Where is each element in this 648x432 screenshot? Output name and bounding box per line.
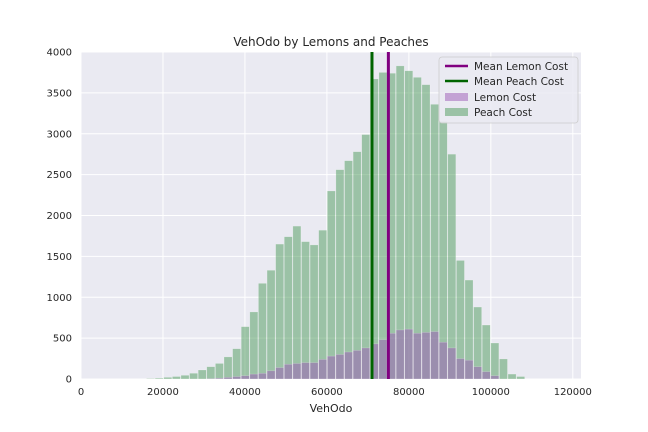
y-tick-label: 500 [53, 334, 72, 345]
lemon-bar [361, 347, 370, 380]
lemon-bar [275, 367, 284, 380]
lemon-bar [404, 328, 414, 380]
peach-bar [378, 72, 388, 380]
peach-bar [172, 376, 181, 380]
lemon-bar [215, 377, 224, 380]
lemon-bar [490, 375, 500, 380]
peach-bar [249, 311, 259, 380]
peach-bar [507, 373, 517, 380]
lemon-bar [266, 370, 276, 380]
peach-bar [292, 225, 302, 380]
peach-bar [189, 373, 198, 380]
lemon-bar [284, 364, 293, 380]
lemon-bar [240, 375, 250, 380]
x-tick-label: 20000 [147, 387, 179, 398]
y-tick-label: 2500 [47, 170, 72, 181]
lemon-bar [378, 339, 388, 380]
x-tick-labels: 0 20000 40000 60000 80000 100000 120000 [78, 387, 592, 398]
peach-bar [180, 375, 190, 380]
peach-bar [361, 134, 370, 380]
peach-bar [344, 160, 353, 380]
peach-bar [318, 229, 327, 380]
legend-swatch-peach-cost [445, 108, 468, 116]
lemon-bar [292, 363, 302, 380]
y-tick-label: 0 [66, 375, 72, 386]
legend-label-mean-peach: Mean Peach Cost [474, 76, 564, 88]
x-axis-title: VehOdo [310, 402, 353, 415]
lemon-bar [395, 329, 405, 380]
lemon-bar [327, 355, 336, 380]
mean-lines [370, 52, 390, 379]
lemon-bar [447, 347, 457, 380]
lemon-bar [258, 373, 267, 380]
peach-bar [447, 153, 457, 380]
lemon-bar [421, 332, 431, 380]
lemon-bar [318, 359, 327, 380]
chart-title: VehOdo by Lemons and Peaches [233, 35, 428, 49]
peach-bar [206, 366, 216, 380]
peach-bar [352, 151, 362, 380]
peach-bar [481, 324, 491, 380]
peach-bar [223, 356, 233, 380]
lemon-bar [335, 354, 345, 380]
legend-label-mean-lemon: Mean Lemon Cost [474, 61, 568, 73]
y-tick-label: 3000 [47, 129, 72, 140]
lemon-bar [249, 373, 259, 380]
y-tick-label: 4000 [47, 48, 72, 59]
peach-bar [327, 190, 336, 380]
x-tick-label: 80000 [393, 387, 425, 398]
peach-bars [146, 65, 525, 380]
x-tick-label: 0 [78, 387, 84, 398]
x-tick-label: 40000 [229, 387, 261, 398]
lemon-bar [223, 377, 233, 380]
lemon-bar [352, 350, 362, 380]
x-tick-label: 60000 [311, 387, 343, 398]
lemon-bar [456, 358, 465, 380]
lemon-bar [232, 376, 241, 380]
peach-bar [240, 326, 250, 380]
legend-label-lemon-cost: Lemon Cost [474, 92, 536, 104]
peach-bar [163, 377, 173, 380]
y-tick-labels: 0 500 1000 1500 2000 2500 3000 3500 4000 [47, 48, 72, 386]
peach-bar [275, 243, 284, 380]
lemon-bar [430, 331, 439, 380]
legend-swatch-lemon-cost [445, 93, 468, 101]
peach-bar [301, 241, 310, 380]
y-tick-label: 3500 [47, 88, 72, 99]
peach-bar [232, 348, 241, 380]
x-tick-label: 120000 [554, 387, 592, 398]
lemon-bar [438, 341, 448, 380]
peach-bar [215, 363, 224, 380]
lemon-bar [309, 362, 319, 380]
legend-label-peach-cost: Peach Cost [474, 107, 532, 119]
peach-bar [335, 169, 345, 380]
peach-bar [490, 342, 500, 380]
lemon-bar [464, 359, 474, 380]
peach-bar [197, 369, 207, 380]
peach-bar [258, 283, 267, 380]
peach-bar [438, 121, 448, 380]
legend: Mean Lemon Cost Mean Peach Cost Lemon Co… [438, 56, 579, 124]
legend-box [438, 56, 579, 124]
y-tick-label: 1500 [47, 252, 72, 263]
lemon-bar [481, 371, 491, 380]
peach-bar [266, 270, 276, 380]
peach-bar [154, 377, 164, 380]
y-tick-label: 1000 [47, 293, 72, 304]
lemon-bar [473, 366, 482, 380]
lemon-bar [413, 332, 422, 380]
y-tick-label: 2000 [47, 211, 72, 222]
peach-bar [516, 376, 525, 380]
lemon-bar [370, 343, 379, 380]
peach-bar [309, 244, 319, 380]
lemon-bar [344, 351, 353, 380]
x-tick-label: 100000 [472, 387, 510, 398]
lemon-bars [206, 328, 500, 380]
peach-bar [499, 358, 508, 380]
peach-bar [284, 236, 293, 380]
lemon-bar [301, 362, 310, 380]
